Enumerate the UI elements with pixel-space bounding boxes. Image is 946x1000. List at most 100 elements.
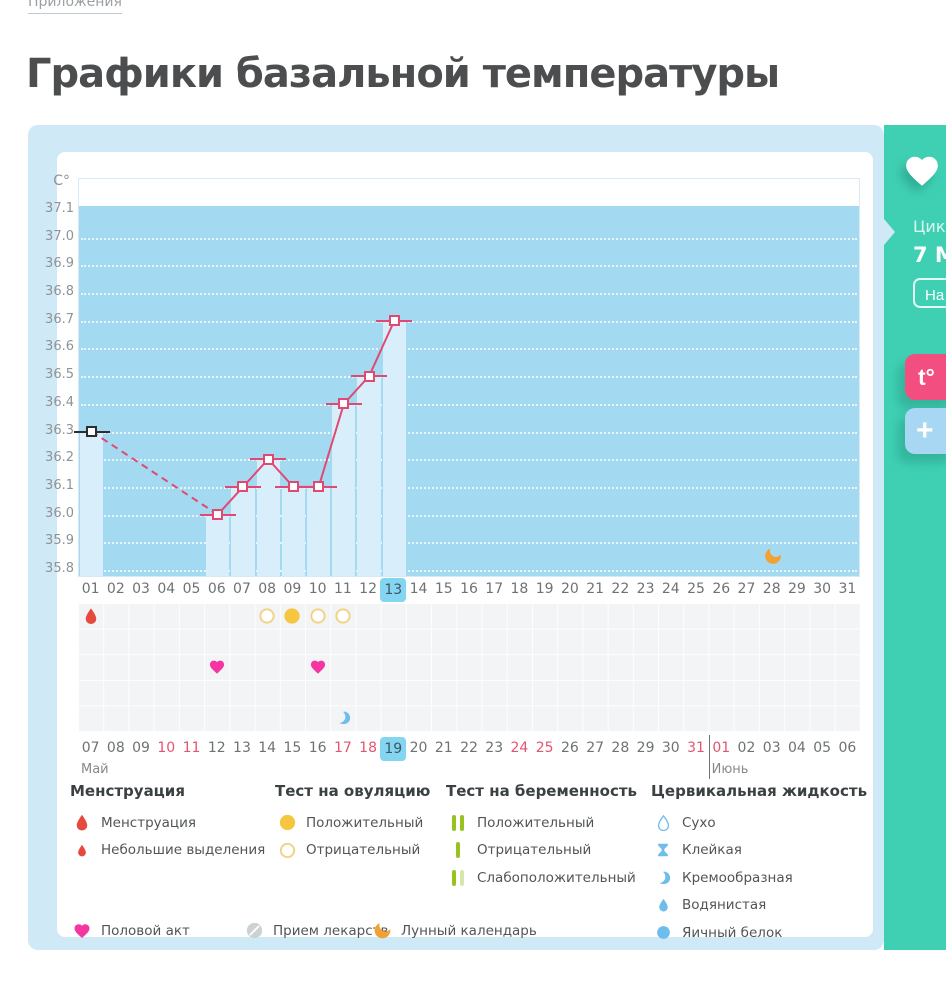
calendar-date-16[interactable]: 16 <box>308 740 327 756</box>
legend-item-label: Отрицательный <box>306 842 421 859</box>
calendar-date-15[interactable]: 15 <box>283 740 302 756</box>
cycle-day-13[interactable]: 13 <box>380 578 407 602</box>
cf-creamy-icon <box>651 870 675 886</box>
month-divider <box>708 735 710 779</box>
y-tick-label: 36.4 <box>45 394 74 410</box>
cycle-day-08[interactable]: 08 <box>258 581 277 597</box>
calendar-date-07[interactable]: 07 <box>81 740 100 756</box>
calendar-date-21[interactable]: 21 <box>434 740 453 756</box>
cycle-day-04[interactable]: 04 <box>157 581 176 597</box>
calendar-date-01[interactable]: 01 <box>712 740 731 756</box>
calendar-date-02[interactable]: 02 <box>737 740 756 756</box>
calendar-date-12[interactable]: 12 <box>207 740 226 756</box>
cycle-day-11[interactable]: 11 <box>333 581 352 597</box>
cycle-day-05[interactable]: 05 <box>182 581 201 597</box>
add-temperature-button[interactable]: t° <box>905 354 946 400</box>
cycle-day-10[interactable]: 10 <box>308 581 327 597</box>
cycle-day-09[interactable]: 09 <box>283 581 302 597</box>
temp-point-day-8[interactable] <box>262 453 274 465</box>
temp-point-day-11[interactable] <box>338 398 350 410</box>
calendar-date-05[interactable]: 05 <box>813 740 832 756</box>
cycle-day-12[interactable]: 12 <box>359 581 377 597</box>
plot-gridline <box>81 320 857 323</box>
calendar-date-06[interactable]: 06 <box>838 740 857 756</box>
legend-group-title: Цервикальная жидкость <box>651 782 868 800</box>
temp-point-day-1[interactable] <box>86 426 98 438</box>
calendar-date-03[interactable]: 03 <box>762 740 781 756</box>
add-entry-button[interactable]: + <box>905 408 946 454</box>
cycle-day-17[interactable]: 17 <box>485 581 504 597</box>
calendar-date-24[interactable]: 24 <box>510 740 529 756</box>
cycle-day-27[interactable]: 27 <box>737 581 756 597</box>
calendar-date-25[interactable]: 25 <box>535 740 554 756</box>
calendar-date-30[interactable]: 30 <box>661 740 680 756</box>
cycle-day-23[interactable]: 23 <box>636 581 655 597</box>
calendar-date-04[interactable]: 04 <box>788 740 806 756</box>
event-grid <box>78 603 860 731</box>
legend-group-0: Менструация Менструация Небольшие выделени… <box>70 782 265 864</box>
cycle-day-28[interactable]: 28 <box>762 581 781 597</box>
calendar-date-26[interactable]: 26 <box>560 740 579 756</box>
legend-item-label: Клейкая <box>682 842 742 859</box>
calendar-date-11[interactable]: 11 <box>182 740 201 756</box>
calendar-date-29[interactable]: 29 <box>636 740 655 756</box>
calendar-date-08[interactable]: 08 <box>106 740 125 756</box>
legend-item: Кремообразная <box>651 864 867 892</box>
temp-point-day-6[interactable] <box>212 509 224 521</box>
calendar-date-27[interactable]: 27 <box>586 740 605 756</box>
temp-point-day-10[interactable] <box>313 481 325 493</box>
cycle-day-axis: 01 02 03 04 05 06 07 08 09 10 11 12 13 14 15 16 17 18 19 20… <box>78 577 860 603</box>
cycle-day-30[interactable]: 30 <box>813 581 832 597</box>
cycle-day-18[interactable]: 18 <box>510 581 529 597</box>
y-tick-label: 35.8 <box>45 560 74 576</box>
y-tick-label: 36.1 <box>45 477 74 493</box>
cycle-day-20[interactable]: 20 <box>560 581 579 597</box>
cycle-day-01[interactable]: 01 <box>81 581 100 597</box>
temp-point-day-9[interactable] <box>287 481 299 493</box>
legend-item-label: Кремообразная <box>682 869 793 886</box>
temp-point-day-7[interactable] <box>237 481 249 493</box>
legend-group-title: Тест на беременность <box>446 782 638 800</box>
calendar-date-09[interactable]: 09 <box>132 740 150 756</box>
cycle-day-31[interactable]: 31 <box>838 581 857 597</box>
cycle-day-19[interactable]: 19 <box>535 581 554 597</box>
cycle-day-16[interactable]: 16 <box>460 581 478 597</box>
calendar-date-10[interactable]: 10 <box>157 740 176 756</box>
cycle-nav-button[interactable]: На <box>913 278 946 308</box>
y-tick-label: 36.0 <box>45 505 74 521</box>
cycle-day-07[interactable]: 07 <box>233 581 251 597</box>
calendar-date-23[interactable]: 23 <box>485 740 504 756</box>
calendar-date-20[interactable]: 20 <box>409 740 428 756</box>
calendar-date-31[interactable]: 31 <box>687 740 705 756</box>
cycle-day-21[interactable]: 21 <box>586 581 605 597</box>
legend-group-title: Тест на овуляцию <box>275 782 431 800</box>
pregnancy-positive-icon <box>446 814 470 832</box>
pregnancy-negative-icon <box>446 841 470 859</box>
cycle-day-14[interactable]: 14 <box>409 581 428 597</box>
cycle-day-02[interactable]: 02 <box>106 581 125 597</box>
calendar-date-19[interactable]: 19 <box>380 737 407 761</box>
cycle-day-29[interactable]: 29 <box>788 581 806 597</box>
calendar-date-17[interactable]: 17 <box>333 740 352 756</box>
calendar-date-28[interactable]: 28 <box>611 740 630 756</box>
cycle-day-22[interactable]: 22 <box>611 581 630 597</box>
calendar-date-18[interactable]: 18 <box>359 740 377 756</box>
temp-point-day-12[interactable] <box>363 370 375 382</box>
temp-point-day-13[interactable] <box>388 315 400 327</box>
cycle-day-24[interactable]: 24 <box>661 581 680 597</box>
calendar-date-22[interactable]: 22 <box>460 740 478 756</box>
calendar-date-13[interactable]: 13 <box>233 740 251 756</box>
legend-item: Водянистая <box>651 892 867 920</box>
favorite-heart-icon[interactable] <box>903 152 941 194</box>
legend-item: Слабоположительный <box>446 864 637 892</box>
cycle-day-15[interactable]: 15 <box>434 581 453 597</box>
breadcrumb-apps-link[interactable]: Приложения <box>28 0 122 14</box>
temp-bar-day-12 <box>357 376 381 576</box>
plot-gridline <box>81 237 857 240</box>
cycle-day-25[interactable]: 25 <box>687 581 705 597</box>
calendar-date-14[interactable]: 14 <box>258 740 277 756</box>
event-ovulation-positive-day-9 <box>284 607 301 624</box>
cycle-day-06[interactable]: 06 <box>207 581 226 597</box>
cycle-day-26[interactable]: 26 <box>712 581 731 597</box>
cycle-day-03[interactable]: 03 <box>132 581 150 597</box>
